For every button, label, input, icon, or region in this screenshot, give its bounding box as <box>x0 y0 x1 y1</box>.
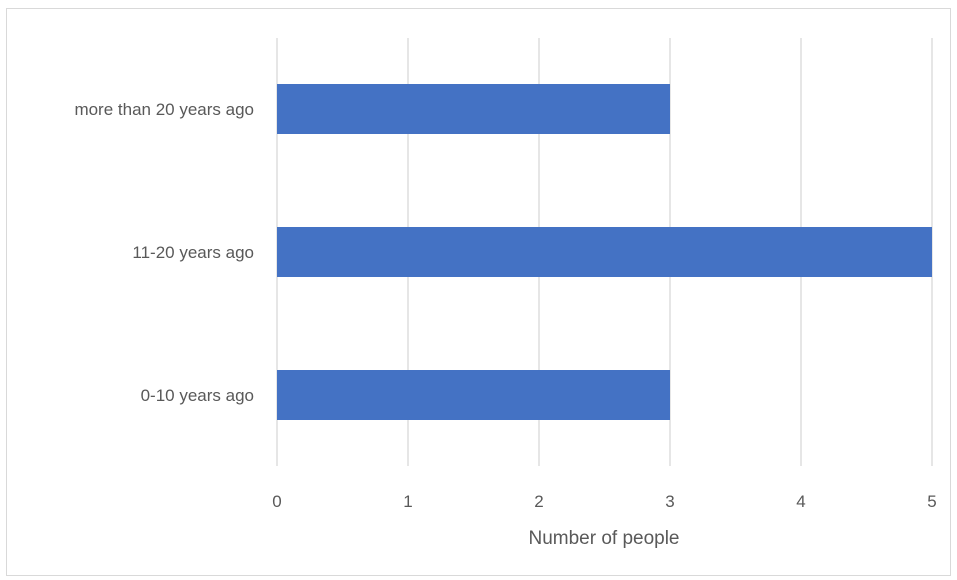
x-tick-label: 5 <box>927 492 936 511</box>
bars <box>277 84 932 420</box>
category-label: more than 20 years ago <box>74 100 254 119</box>
x-tick-label: 1 <box>403 492 412 511</box>
x-tick-label: 2 <box>534 492 543 511</box>
bar <box>277 227 932 277</box>
bar <box>277 370 670 420</box>
bar <box>277 84 670 134</box>
x-axis-title: Number of people <box>528 528 679 549</box>
x-tick-label: 0 <box>272 492 281 511</box>
x-tick-label: 3 <box>665 492 674 511</box>
x-tick-labels: 0 1 2 3 4 5 <box>272 492 936 511</box>
category-labels: more than 20 years ago 11-20 years ago 0-1… <box>74 100 254 405</box>
category-label: 11-20 years ago <box>132 243 254 262</box>
category-label: 0-10 years ago <box>141 386 254 405</box>
x-tick-label: 4 <box>796 492 805 511</box>
